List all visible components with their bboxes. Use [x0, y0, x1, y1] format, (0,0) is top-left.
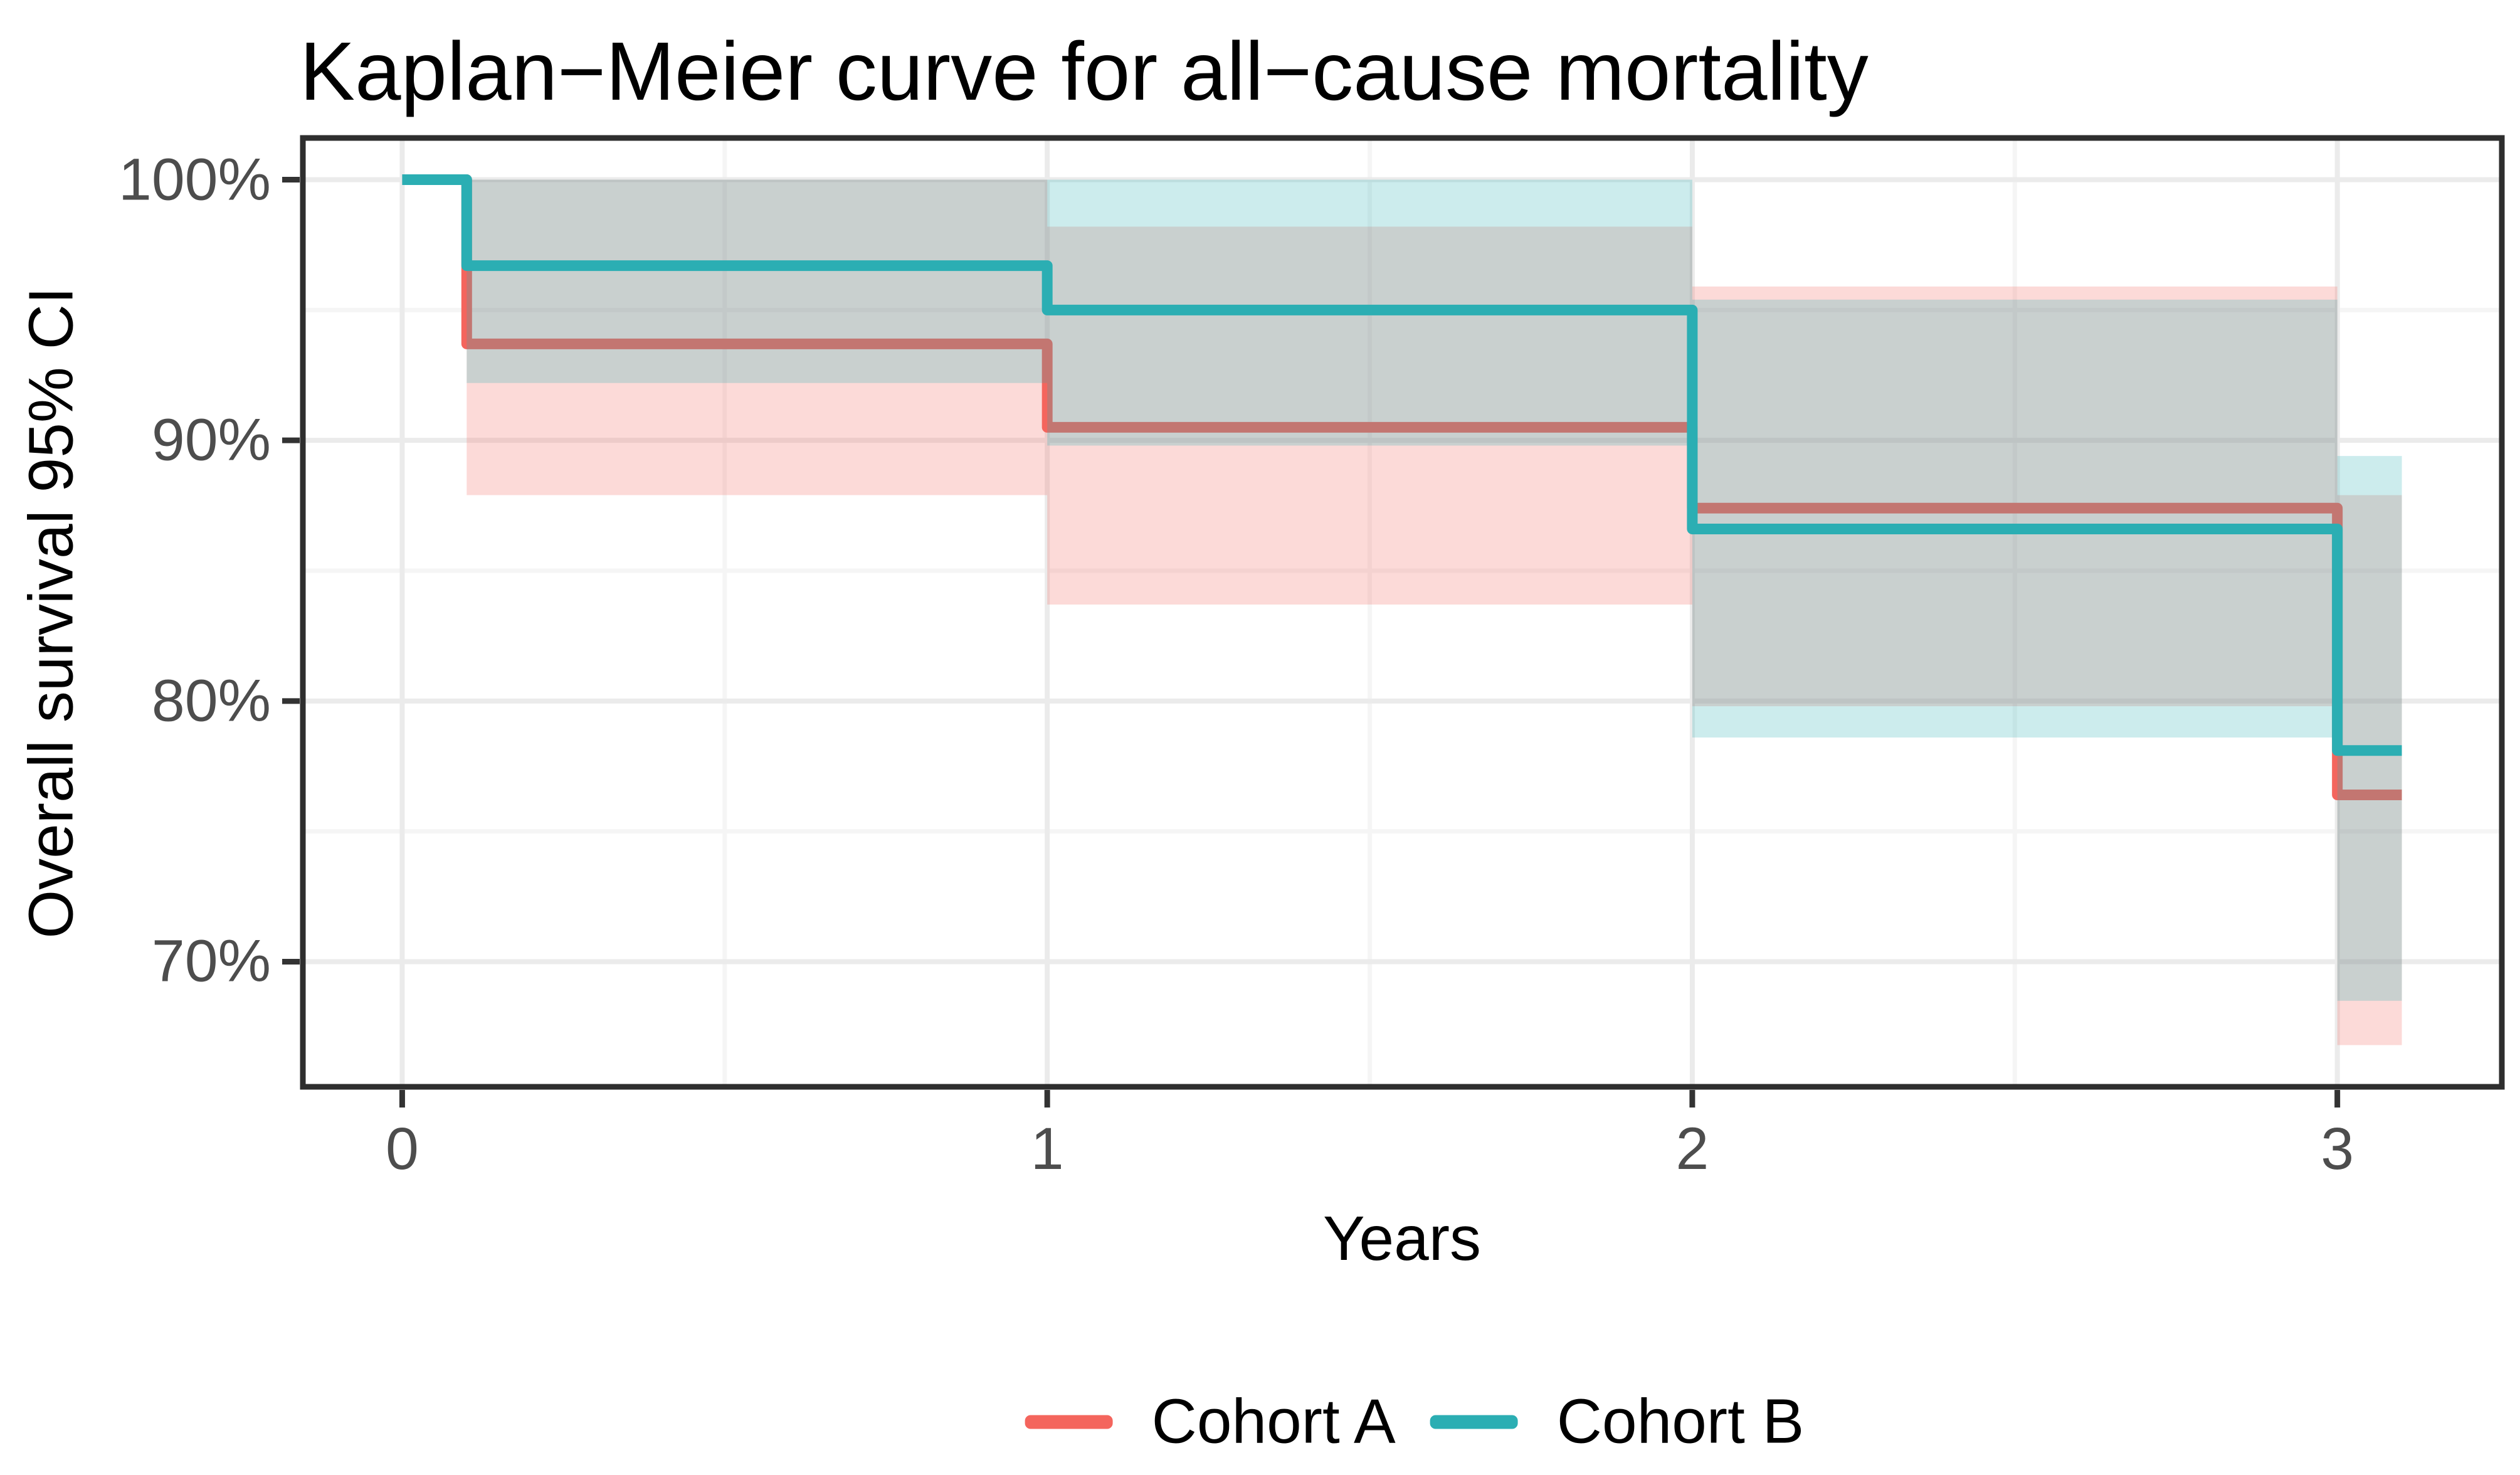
survival-curve-cohort-b: [402, 174, 2402, 756]
y-tick-label-100%: 100%: [119, 146, 271, 213]
panel-border: [300, 135, 2505, 1090]
x-tick-label-0: 0: [386, 1116, 419, 1182]
chart-title: Kaplan−Meier curve for all−cause mortali…: [300, 25, 1869, 117]
legend-label-cohort-b: Cohort B: [1556, 1386, 1805, 1457]
ci-ribbon-cohort-a: [467, 179, 2402, 1045]
x-tick-label-3: 3: [2321, 1116, 2354, 1182]
cohort-b-line-swatch: [1430, 1415, 1518, 1429]
x-tick-label-1: 1: [1030, 1116, 1064, 1182]
legend: Cohort A Cohort B: [1025, 1386, 1805, 1458]
cohort-a-line-swatch: [1025, 1415, 1113, 1429]
y-tick-label-80%: 80%: [151, 667, 271, 734]
ci-ribbon-cohort-b: [467, 179, 2402, 1001]
legend-item-cohort-a: Cohort A: [1025, 1386, 1396, 1458]
y-tick-label-90%: 90%: [151, 406, 271, 473]
x-tick-label-2: 2: [1675, 1116, 1709, 1182]
y-axis-title: Overall survival 95% CI: [16, 287, 87, 939]
x-axis-title: Years: [1322, 1203, 1482, 1274]
y-tick-label-70%: 70%: [151, 928, 271, 995]
legend-item-cohort-b: Cohort B: [1430, 1386, 1805, 1458]
legend-label-cohort-a: Cohort A: [1151, 1386, 1396, 1457]
